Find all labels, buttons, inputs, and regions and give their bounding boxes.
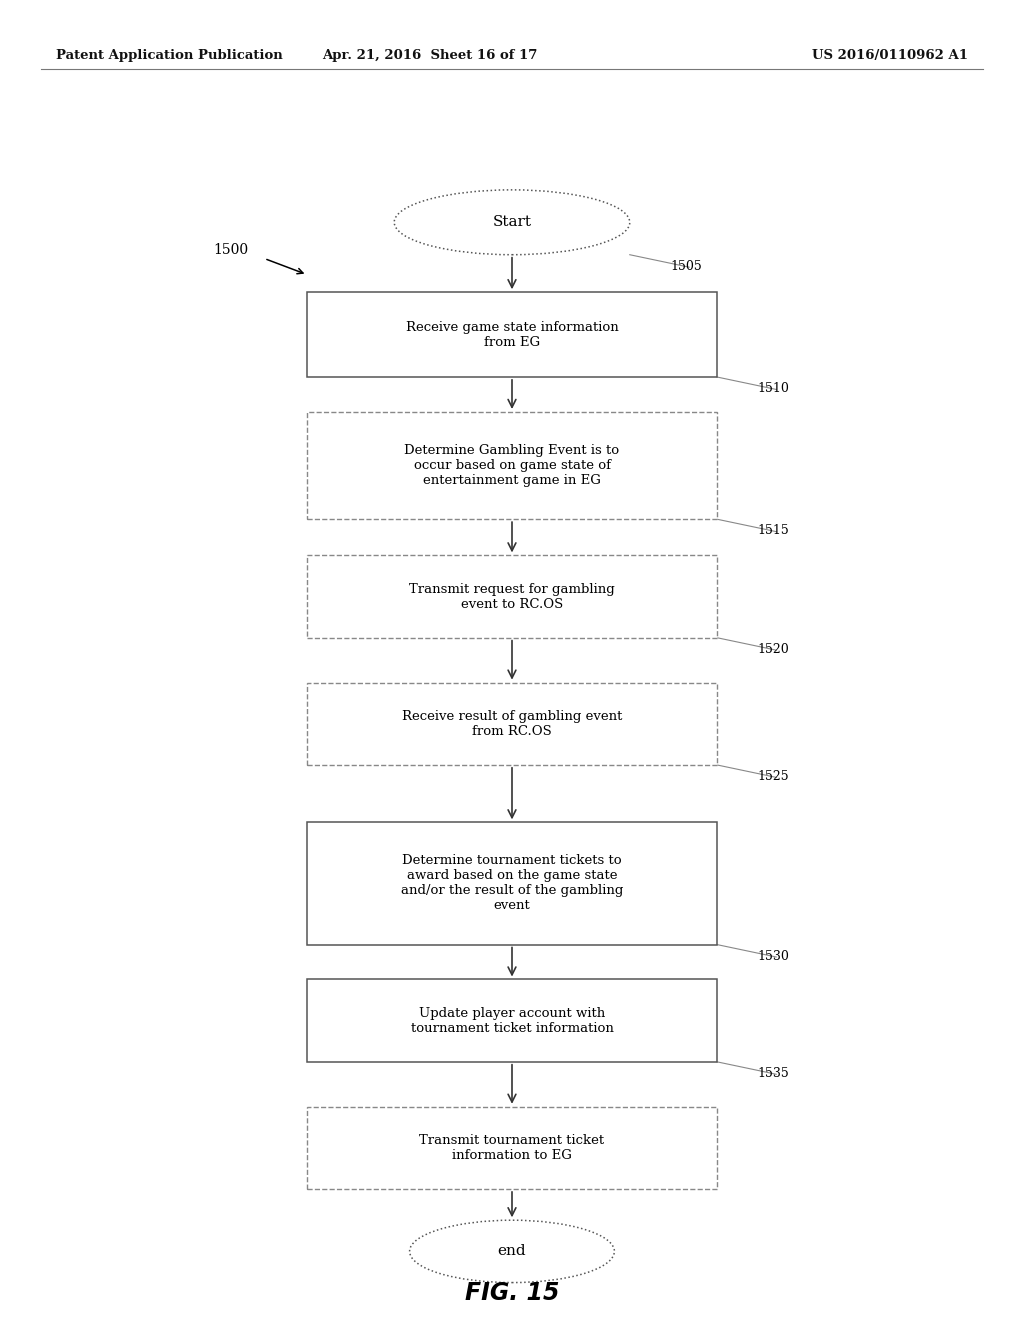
Text: Transmit tournament ticket
information to EG: Transmit tournament ticket information t… bbox=[420, 1134, 604, 1162]
FancyBboxPatch shape bbox=[307, 682, 717, 764]
Text: Apr. 21, 2016  Sheet 16 of 17: Apr. 21, 2016 Sheet 16 of 17 bbox=[323, 49, 538, 62]
Text: FIG. 15: FIG. 15 bbox=[465, 1280, 559, 1305]
Ellipse shape bbox=[394, 190, 630, 255]
Text: Determine Gambling Event is to
occur based on game state of
entertainment game i: Determine Gambling Event is to occur bas… bbox=[404, 444, 620, 487]
Text: end: end bbox=[498, 1245, 526, 1258]
Text: 1500: 1500 bbox=[213, 243, 248, 256]
Text: 1535: 1535 bbox=[758, 1067, 790, 1080]
Text: Receive game state information
from EG: Receive game state information from EG bbox=[406, 321, 618, 348]
FancyBboxPatch shape bbox=[307, 292, 717, 378]
Text: 1530: 1530 bbox=[758, 949, 790, 962]
Text: US 2016/0110962 A1: US 2016/0110962 A1 bbox=[812, 49, 968, 62]
FancyBboxPatch shape bbox=[307, 556, 717, 638]
Text: 1505: 1505 bbox=[671, 260, 702, 273]
Text: Update player account with
tournament ticket information: Update player account with tournament ti… bbox=[411, 1007, 613, 1035]
Text: 1520: 1520 bbox=[758, 643, 790, 656]
Text: Start: Start bbox=[493, 215, 531, 230]
FancyBboxPatch shape bbox=[307, 1106, 717, 1189]
Text: Transmit request for gambling
event to RC.OS: Transmit request for gambling event to R… bbox=[410, 582, 614, 611]
Text: Patent Application Publication: Patent Application Publication bbox=[56, 49, 283, 62]
Text: Receive result of gambling event
from RC.OS: Receive result of gambling event from RC… bbox=[401, 710, 623, 738]
Ellipse shape bbox=[410, 1220, 614, 1283]
Text: 1525: 1525 bbox=[758, 770, 790, 783]
FancyBboxPatch shape bbox=[307, 412, 717, 519]
Text: Determine tournament tickets to
award based on the game state
and/or the result : Determine tournament tickets to award ba… bbox=[400, 854, 624, 912]
Text: 1510: 1510 bbox=[758, 381, 790, 395]
FancyBboxPatch shape bbox=[307, 822, 717, 945]
FancyBboxPatch shape bbox=[307, 979, 717, 1061]
Text: 1515: 1515 bbox=[758, 524, 790, 537]
